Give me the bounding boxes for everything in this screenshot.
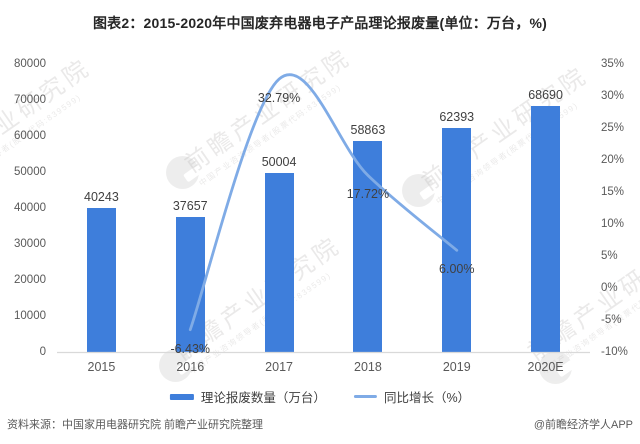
bar-value-label: 58863 — [350, 122, 386, 137]
credit-text: @前瞻经济学人APP — [533, 419, 633, 431]
x-axis-label: 2020E — [527, 360, 564, 374]
right-axis-tick: 25% — [601, 121, 625, 134]
legend-label: 理论报废数量（万台） — [200, 391, 326, 405]
right-axis-tick: 0% — [601, 281, 618, 294]
bar-series-swatch-icon — [169, 393, 194, 400]
bar-2020E — [531, 105, 561, 353]
line-series-swatch-icon — [353, 395, 377, 398]
left-axis-tick: 10000 — [14, 309, 46, 322]
growth-point-label: 17.72% — [346, 187, 390, 202]
growth-point-label: 6.00% — [439, 262, 475, 277]
growth-point-label: 32.79% — [257, 91, 301, 106]
legend-item-line-series: 同比增长（%） — [353, 387, 471, 406]
growth-line-path — [188, 73, 459, 332]
left-axis-tick: 50000 — [14, 165, 46, 178]
left-axis-tick: 30000 — [14, 237, 46, 250]
chart-legend: 理论报废数量（万台） 同比增长（%） — [169, 387, 471, 406]
left-axis-tick: 20000 — [14, 273, 46, 286]
right-axis-tick: 15% — [601, 185, 625, 198]
left-axis-tick: 80000 — [14, 58, 46, 70]
left-axis-tick: 60000 — [14, 129, 46, 142]
right-axis-tick: 10% — [601, 217, 625, 230]
legend-item-bar-series: 理论报废数量（万台） — [169, 387, 326, 406]
right-axis-tick: 5% — [601, 249, 618, 262]
left-axis-tick: 0 — [39, 345, 46, 358]
x-axis-label: 2019 — [442, 360, 471, 374]
bar-value-label: 68690 — [528, 87, 563, 102]
x-axis-label: 2015 — [87, 360, 116, 374]
left-axis-tick: 40000 — [14, 201, 46, 214]
x-axis-label: 2018 — [354, 360, 382, 374]
source-text: 资料来源：中国家用电器研究院 前瞻产业研究院整理 — [7, 419, 264, 431]
right-axis-tick: -10% — [601, 345, 628, 358]
bar-2019 — [442, 128, 472, 353]
footer: 资料来源：中国家用电器研究院 前瞻产业研究院整理 @前瞻经济学人APP — [0, 416, 640, 432]
bar-2017 — [264, 172, 294, 353]
bar-value-label: 62393 — [439, 110, 475, 125]
right-axis-tick: 30% — [601, 89, 625, 102]
bar-2015 — [86, 207, 116, 353]
chart-title: 图表2：2015-2020年中国废弃电器电子产品理论报废量(单位：万台，%) — [92, 15, 548, 31]
left-axis-tick: 70000 — [14, 93, 46, 106]
growth-point-label: -6.43% — [170, 341, 211, 356]
bar-value-label: 37657 — [172, 199, 208, 214]
right-axis-tick: -5% — [601, 313, 622, 326]
right-axis-tick: 20% — [601, 153, 625, 166]
x-axis-label: 2017 — [265, 360, 293, 374]
x-axis-label: 2016 — [176, 360, 205, 374]
legend-label: 同比增长（%） — [383, 391, 471, 405]
right-axis-tick: 35% — [601, 58, 625, 70]
bar-value-label: 50004 — [261, 154, 297, 169]
bar-value-label: 40243 — [84, 189, 119, 204]
